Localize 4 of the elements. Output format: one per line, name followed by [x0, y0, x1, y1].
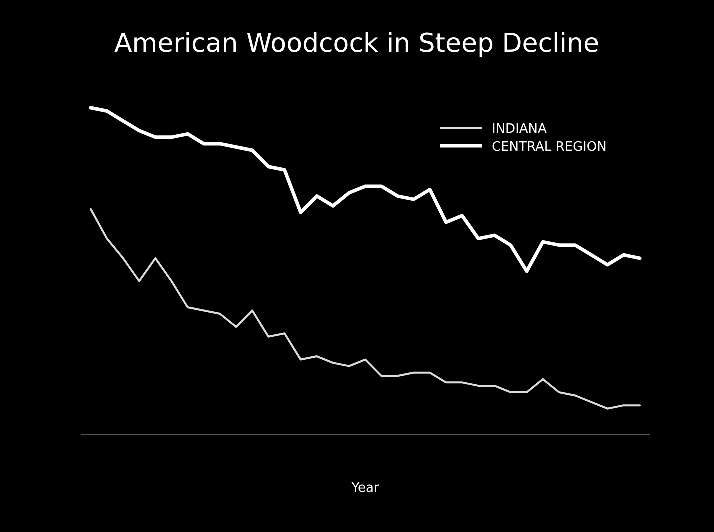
- x-axis-title: Year: [350, 481, 380, 496]
- chart-title: American Woodcock in Steep Decline: [114, 29, 600, 59]
- legend-label: INDIANA: [492, 122, 548, 137]
- legend-label: CENTRAL REGION: [492, 140, 607, 155]
